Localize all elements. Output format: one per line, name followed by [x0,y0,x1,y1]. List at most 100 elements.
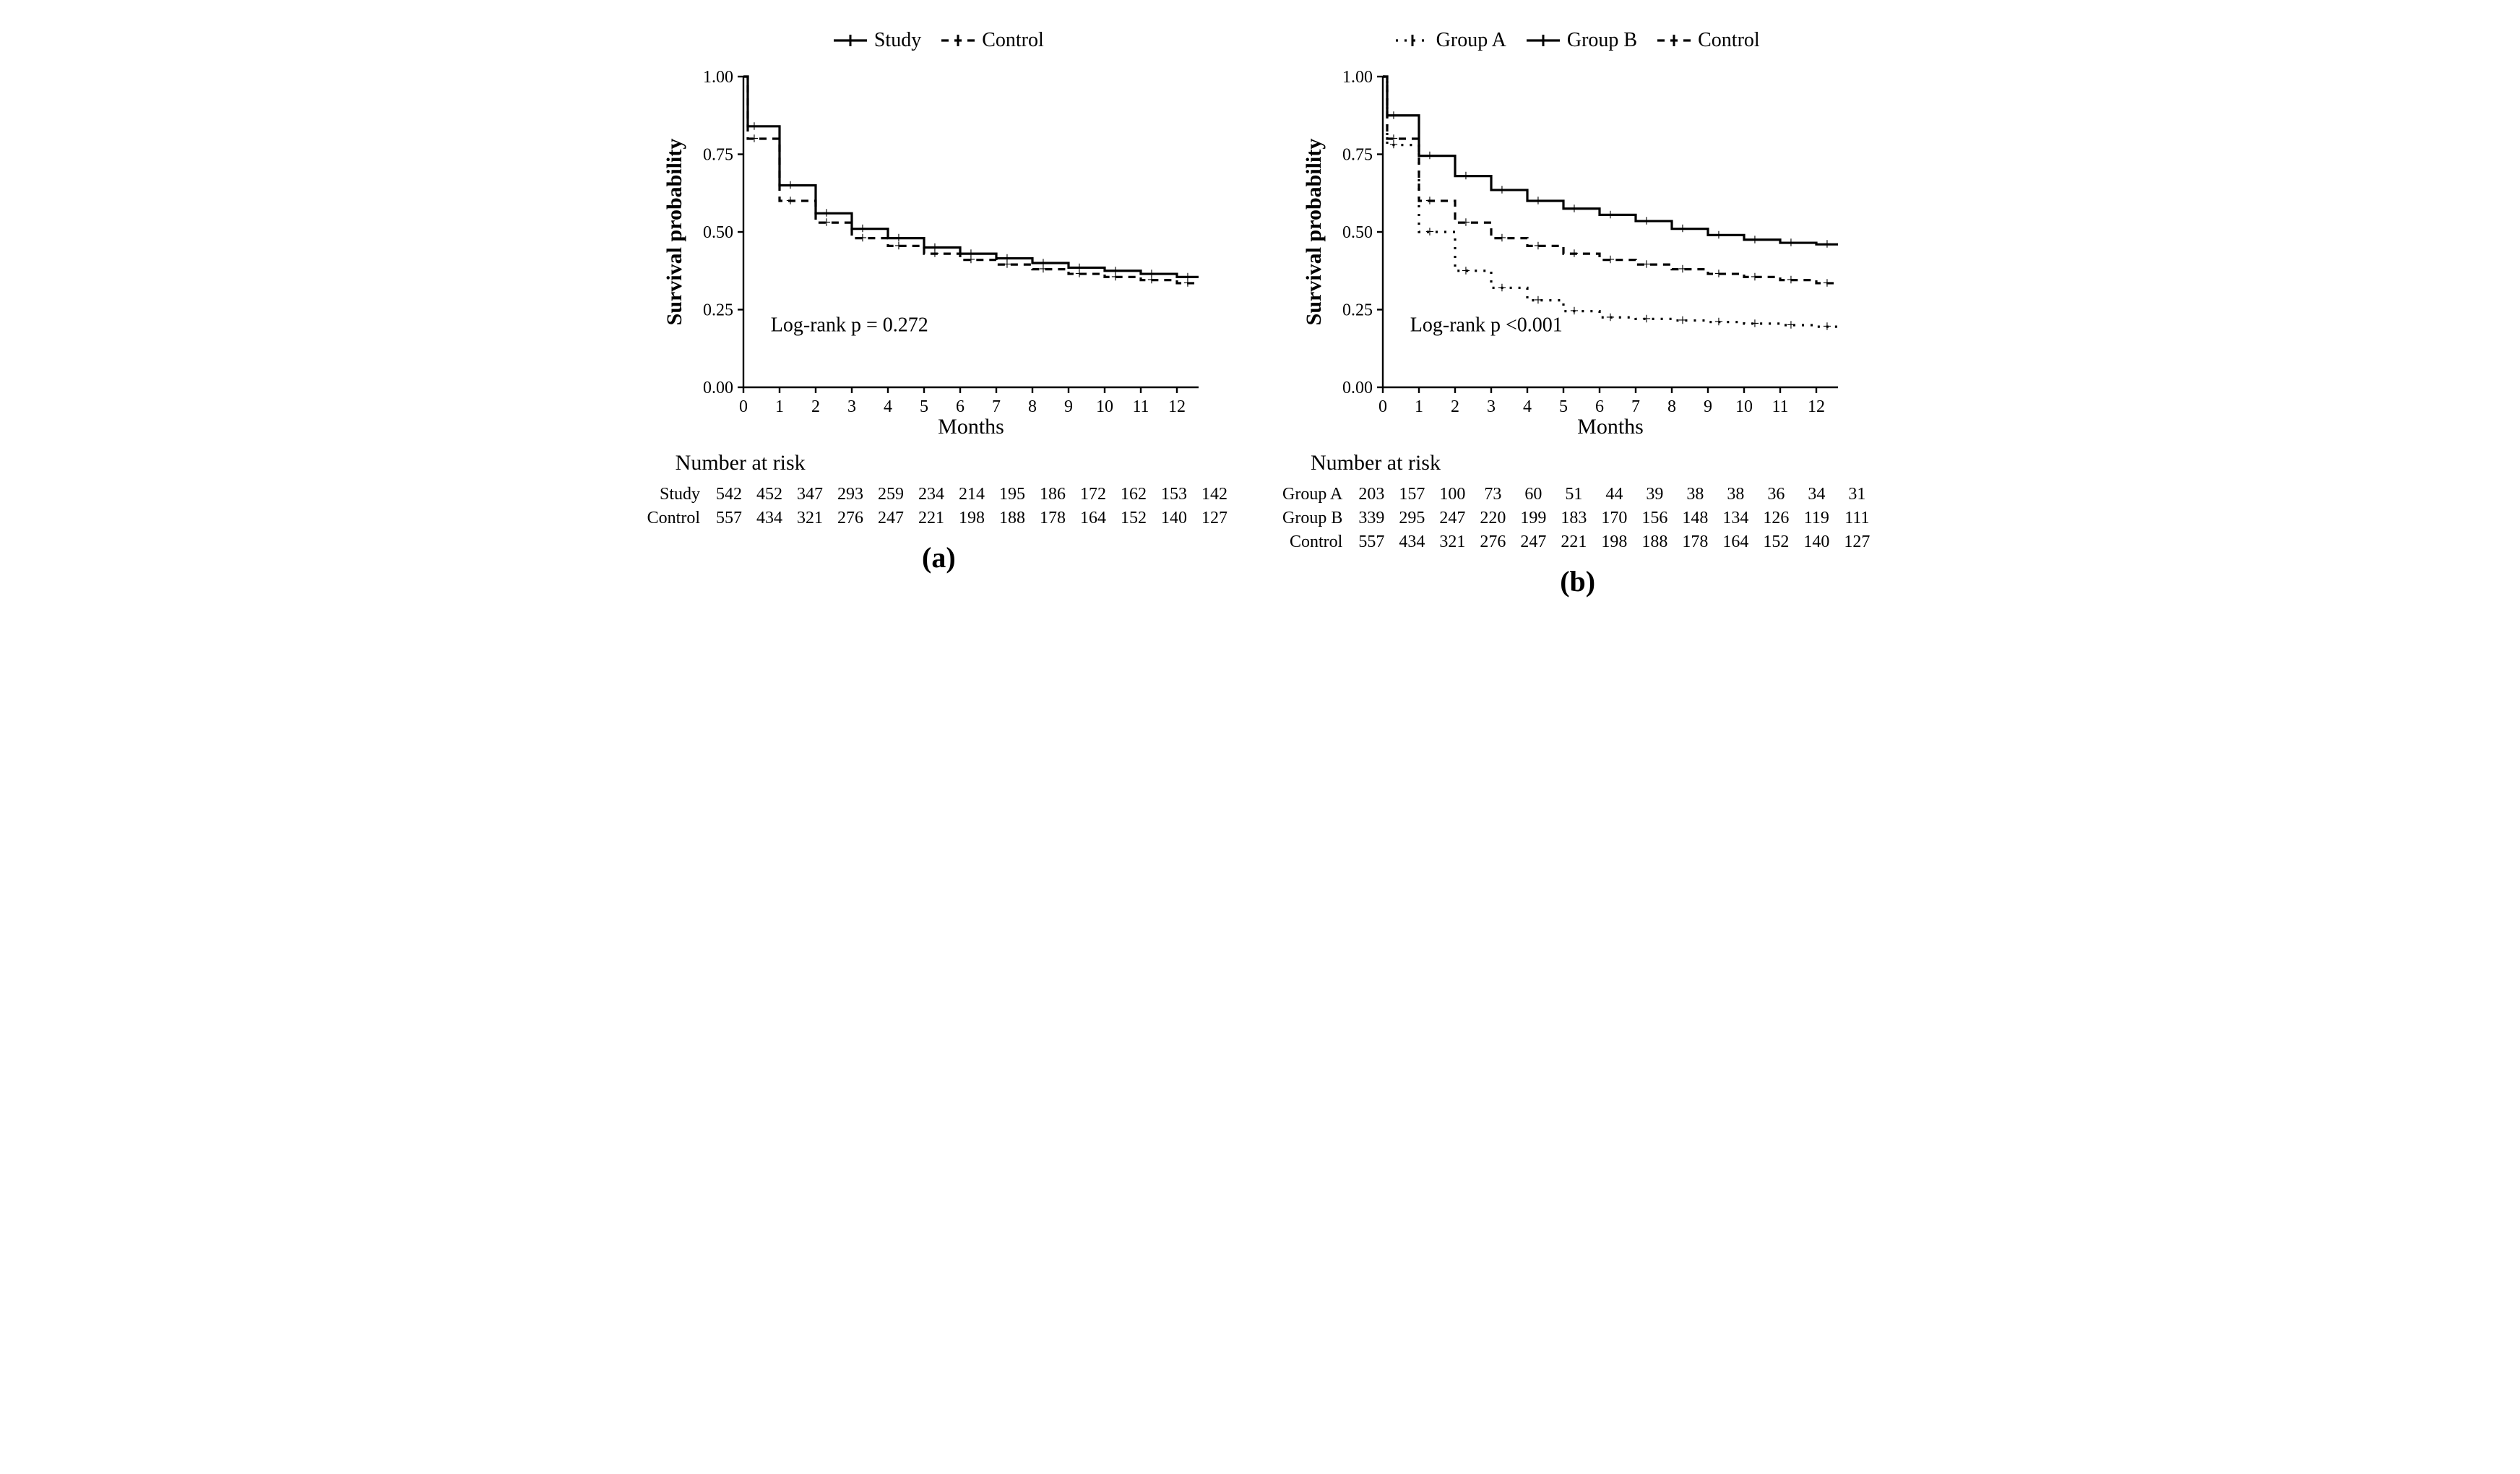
censor-mark-icon: + [1497,181,1506,199]
panel-a-legend: Study Control [834,29,1044,52]
legend-item: Control [1657,29,1760,52]
risk-cell: 183 [1553,507,1594,530]
risk-cell: 276 [830,507,871,530]
risk-cell: 293 [830,483,871,507]
y-tick-label: 0.00 [703,379,733,397]
risk-cell: 247 [871,507,911,530]
risk-row: Control557434321276247221198188178164152… [643,507,1235,530]
y-tick-label: 0.75 [1342,146,1373,165]
risk-cell: 162 [1113,483,1154,507]
y-tick-label: 0.00 [1342,379,1373,397]
panel-b-risk-table: Group A20315710073605144393838363431 Gro… [1278,483,1877,554]
risk-cell: 152 [1756,530,1796,554]
censor-mark-icon: + [1075,264,1084,283]
risk-cell: 452 [749,483,790,507]
risk-row-label: Group B [1278,507,1351,530]
risk-cell: 152 [1113,507,1154,530]
risk-row: Group A20315710073605144393838363431 [1278,483,1877,507]
panel-b-plot: 0.000.250.500.751.000123456789101112Mont… [1303,62,1852,438]
x-axis-label: Months [1577,415,1644,438]
panel-a-risk-title: Number at risk [610,451,1267,475]
censor-mark-icon: + [894,236,903,254]
censor-mark-icon: + [1461,167,1470,185]
censor-mark-icon: + [1389,129,1397,147]
censor-mark-icon: + [858,229,867,247]
risk-cell: 221 [911,507,952,530]
risk-cell: 321 [1432,530,1472,554]
censor-mark-icon: + [1786,233,1795,251]
x-tick-label: 3 [847,397,856,416]
x-tick-label: 4 [884,397,892,416]
y-tick-label: 1.00 [703,68,733,87]
censor-mark-icon: + [1425,223,1433,241]
panel-a-plot: 0.000.250.500.751.000123456789101112Mont… [664,62,1213,438]
y-tick-label: 0.50 [1342,223,1373,242]
risk-row-label: Control [643,507,709,530]
risk-cell: 188 [1634,530,1675,554]
x-tick-label: 0 [1378,397,1387,416]
km-plot-svg: 0.000.250.500.751.000123456789101112Mont… [664,62,1213,438]
risk-row-label: Group A [1278,483,1351,507]
censor-mark-icon: + [1461,213,1470,231]
x-tick-label: 0 [739,397,748,416]
censor-mark-icon: + [786,191,795,210]
censor-mark-icon: + [1714,264,1722,283]
risk-cell: 186 [1032,483,1073,507]
panel-b-risk-title: Number at risk [1246,451,1910,475]
censor-mark-icon: + [1750,230,1759,249]
legend-label: Group A [1436,29,1506,52]
censor-mark-icon: + [1641,212,1650,230]
x-tick-label: 5 [1559,397,1568,416]
risk-cell: 188 [992,507,1032,530]
risk-cell: 276 [1472,530,1513,554]
risk-cell: 51 [1553,483,1594,507]
panel-b: Group A Group B Control 0.000.250.500.75… [1278,29,1877,598]
y-tick-label: 1.00 [1342,68,1373,87]
x-tick-label: 8 [1667,397,1676,416]
risk-cell: 321 [790,507,830,530]
risk-cell: 170 [1594,507,1634,530]
legend-item: Control [941,29,1044,52]
censor-mark-icon: + [1641,309,1650,327]
censor-mark-icon: + [1425,191,1433,210]
x-tick-label: 2 [811,397,820,416]
censor-mark-icon: + [1497,278,1506,296]
legend-label: Control [982,29,1044,52]
panel-b-legend: Group A Group B Control [1396,29,1760,52]
censor-mark-icon: + [1786,316,1795,334]
legend-item: Study [834,29,921,52]
risk-cell: 164 [1073,507,1113,530]
censor-mark-icon: + [967,251,975,269]
risk-row-label: Study [643,483,709,507]
censor-mark-icon: + [1425,147,1433,165]
risk-cell: 178 [1032,507,1073,530]
panel-a-label: (a) [922,540,956,574]
risk-cell: 178 [1675,530,1715,554]
risk-cell: 295 [1391,507,1432,530]
y-axis-label: Survival probability [1303,139,1326,326]
figure-container: Study Control 0.000.250.500.751.00012345… [29,29,2491,598]
censor-mark-icon: + [1605,251,1614,269]
censor-mark-icon: + [1678,220,1686,238]
censor-mark-icon: + [1750,314,1759,332]
risk-cell: 127 [1194,507,1235,530]
censor-mark-icon: + [1039,260,1048,278]
x-tick-label: 1 [1415,397,1423,416]
censor-mark-icon: + [1183,274,1192,292]
panel-a-risk-table: Study54245234729325923421419518617216215… [643,483,1235,530]
censor-mark-icon: + [1533,236,1542,254]
censor-mark-icon: + [1389,106,1397,124]
risk-cell: 142 [1194,483,1235,507]
censor-mark-icon: + [1822,274,1831,292]
censor-mark-icon: + [1569,302,1578,320]
risk-row: Study54245234729325923421419518617216215… [643,483,1235,507]
x-tick-label: 6 [956,397,965,416]
censor-mark-icon: + [1786,271,1795,289]
censor-mark-icon: + [1533,291,1542,309]
risk-row-label: Control [1278,530,1351,554]
risk-cell: 221 [1553,530,1594,554]
risk-cell: 557 [709,507,749,530]
x-tick-label: 7 [992,397,1001,416]
risk-cell: 31 [1837,483,1877,507]
y-tick-label: 0.50 [703,223,733,242]
